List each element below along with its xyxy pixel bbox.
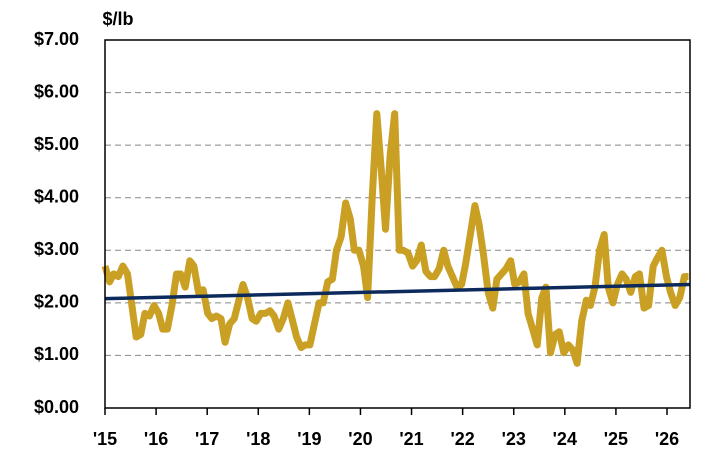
x-tick-label: '21 (399, 429, 423, 449)
x-tick-label: '19 (297, 429, 321, 449)
y-tick-label: $5.00 (34, 134, 79, 154)
y-axis-label: $/lb (102, 9, 133, 29)
y-tick-label: $7.00 (34, 29, 79, 49)
trend-line (104, 282, 691, 301)
y-tick-label: $4.00 (34, 186, 79, 206)
y-tick-label: $2.00 (34, 292, 79, 312)
x-tick-label: '15 (93, 429, 117, 449)
x-tick-label: '18 (246, 429, 270, 449)
x-tick-label: '20 (348, 429, 372, 449)
x-tick-label: '26 (655, 429, 679, 449)
x-tick-label: '24 (553, 429, 577, 449)
y-tick-label: $6.00 (34, 81, 79, 101)
plot-frame (104, 39, 691, 409)
x-tick-label: '22 (450, 429, 474, 449)
x-tick-label: '25 (604, 429, 628, 449)
y-tick-label: $0.00 (34, 397, 79, 417)
x-tick-label: '23 (502, 429, 526, 449)
x-tick-label: '16 (144, 429, 168, 449)
price-line (101, 110, 689, 367)
y-tick-label: $3.00 (34, 239, 79, 259)
y-tick-label: $1.00 (34, 344, 79, 364)
x-tick-label: '17 (195, 429, 219, 449)
